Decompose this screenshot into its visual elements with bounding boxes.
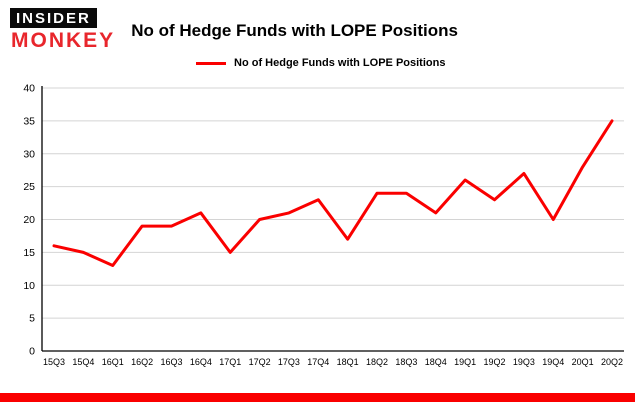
page-title: No of Hedge Funds with LOPE Positions [131,20,458,40]
x-tick-label: 18Q1 [337,357,359,367]
logo-insider-text: INSIDER [10,8,97,28]
footer-red-bar [0,393,635,402]
x-tick-label: 20Q2 [601,357,623,367]
x-tick-label: 18Q3 [395,357,417,367]
y-tick-label: 40 [23,83,35,95]
x-tick-label: 17Q1 [219,357,241,367]
x-tick-label: 18Q2 [366,357,388,367]
y-tick-label: 25 [23,181,35,193]
x-tick-label: 17Q3 [278,357,300,367]
logo-monkey-text: MONKEY [11,29,116,52]
y-tick-label: 0 [29,346,35,358]
insider-monkey-logo: INSIDER MONKEY [10,8,115,51]
legend: No of Hedge Funds with LOPE Positions [196,57,445,69]
legend-label: No of Hedge Funds with LOPE Positions [234,57,446,69]
x-tick-label: 15Q3 [43,357,65,367]
x-tick-label: 19Q3 [513,357,535,367]
x-tick-label: 16Q4 [190,357,212,367]
y-tick-label: 30 [23,148,35,160]
y-tick-label: 10 [23,280,35,292]
x-tick-label: 18Q4 [425,357,447,367]
x-tick-label: 20Q1 [572,357,594,367]
x-tick-label: 19Q4 [542,357,564,367]
x-tick-label: 17Q4 [307,357,329,367]
x-tick-label: 19Q1 [454,357,476,367]
x-tick-label: 15Q4 [72,357,94,367]
x-tick-label: 16Q2 [131,357,153,367]
x-tick-label: 19Q2 [484,357,506,367]
series-line [52,119,614,268]
y-tick-label: 20 [23,214,35,226]
y-tick-label: 35 [23,115,35,127]
x-tick-label: 16Q1 [102,357,124,367]
x-tick-label: 17Q2 [249,357,271,367]
y-tick-label: 15 [23,247,35,259]
y-tick-label: 5 [29,313,35,325]
header: INSIDER MONKEY No of Hedge Funds with LO… [10,8,458,51]
x-tick-label: 16Q3 [160,357,182,367]
legend-line-marker [196,61,226,65]
